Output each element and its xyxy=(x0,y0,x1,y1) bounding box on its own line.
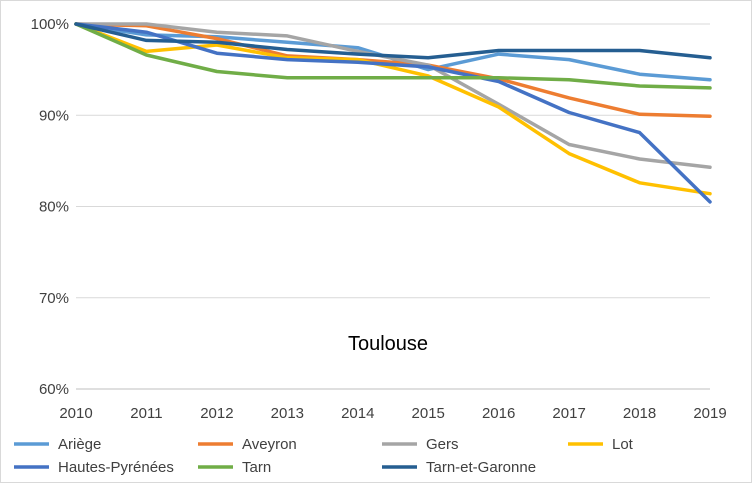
x-tick-label: 2012 xyxy=(200,405,233,422)
chart-title: Toulouse xyxy=(348,333,428,355)
x-tick-label: 2019 xyxy=(693,405,726,422)
legend-label: Hautes-Pyrénées xyxy=(58,459,174,476)
series-line-aveyron xyxy=(74,22,712,118)
legend-label: Tarn xyxy=(242,459,271,476)
y-tick-label: 100% xyxy=(31,16,69,33)
y-tick-label: 70% xyxy=(39,290,69,307)
y-tick-label: 90% xyxy=(39,107,69,124)
y-axis-tick-labels: 60% 70% 80% 90% 100% xyxy=(31,16,69,398)
x-tick-label: 2017 xyxy=(552,405,585,422)
y-tick-label: 80% xyxy=(39,199,69,216)
x-tick-label: 2015 xyxy=(412,405,445,422)
series-line-tarn-et-garonne xyxy=(74,22,712,60)
legend-label: Gers xyxy=(426,436,459,453)
legend-label: Aveyron xyxy=(242,436,297,453)
gridlines xyxy=(76,23,710,390)
series-lines xyxy=(74,22,712,204)
x-axis-tick-labels: 2010 2011 2012 2013 2014 2015 2016 2017 2018 2019 xyxy=(59,405,726,422)
x-tick-label: 2016 xyxy=(482,405,515,422)
series-line-tarn xyxy=(74,22,712,90)
legend-label: Lot xyxy=(612,436,634,453)
x-tick-label: 2013 xyxy=(271,405,304,422)
legend: Ariège Aveyron Gers Lot Hautes-Pyrénées Tarn T… xyxy=(14,436,634,476)
x-tick-label: 2011 xyxy=(130,405,162,422)
x-tick-label: 2018 xyxy=(623,405,656,422)
series-line-lot xyxy=(74,22,712,196)
series-line-gers xyxy=(74,22,712,170)
legend-label: Ariège xyxy=(58,436,101,453)
x-tick-label: 2014 xyxy=(341,405,374,422)
y-tick-label: 60% xyxy=(39,381,69,398)
legend-label: Tarn-et-Garonne xyxy=(426,459,536,476)
x-tick-label: 2010 xyxy=(59,405,92,422)
